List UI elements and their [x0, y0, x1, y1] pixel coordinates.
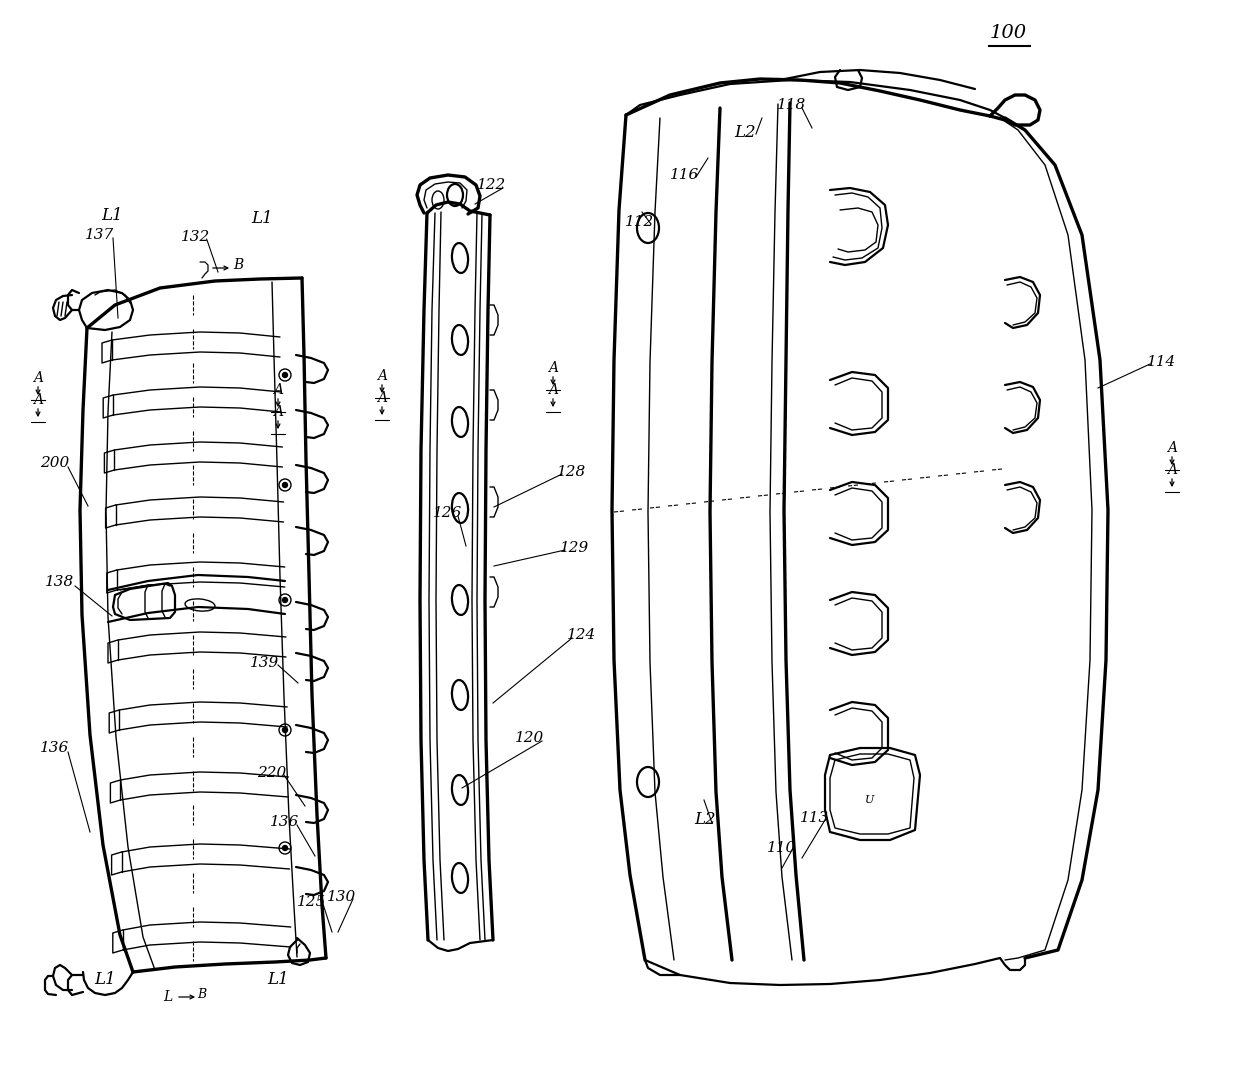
- Circle shape: [283, 372, 288, 378]
- Text: A: A: [33, 371, 43, 385]
- Text: L2: L2: [694, 811, 715, 828]
- Ellipse shape: [637, 213, 658, 243]
- Circle shape: [279, 594, 291, 606]
- Text: 200: 200: [41, 456, 69, 470]
- Ellipse shape: [451, 863, 467, 893]
- Text: B: B: [197, 988, 207, 1000]
- Text: B: B: [233, 258, 243, 272]
- Text: L1: L1: [102, 207, 123, 224]
- Text: A: A: [377, 391, 387, 406]
- Text: 136: 136: [41, 742, 69, 755]
- Text: 139: 139: [250, 656, 280, 670]
- Ellipse shape: [432, 192, 444, 209]
- Ellipse shape: [451, 775, 467, 805]
- Text: 126: 126: [433, 506, 463, 520]
- Text: 128: 128: [557, 465, 587, 479]
- Text: L1: L1: [94, 972, 115, 989]
- Text: A: A: [1167, 441, 1177, 455]
- Text: 113: 113: [800, 811, 830, 825]
- Ellipse shape: [451, 243, 467, 273]
- Text: L1: L1: [252, 210, 273, 227]
- Text: A: A: [377, 369, 387, 383]
- Ellipse shape: [451, 585, 467, 615]
- Text: 137: 137: [86, 228, 114, 242]
- Circle shape: [279, 842, 291, 854]
- Text: 136: 136: [270, 815, 300, 829]
- Circle shape: [279, 479, 291, 491]
- Text: A: A: [273, 383, 283, 397]
- Text: 220: 220: [258, 766, 286, 780]
- Text: A: A: [548, 361, 558, 374]
- Text: 130: 130: [327, 890, 357, 904]
- Text: 114: 114: [1147, 355, 1177, 369]
- Ellipse shape: [451, 407, 467, 437]
- Text: 132: 132: [181, 230, 211, 244]
- Ellipse shape: [451, 681, 467, 710]
- Ellipse shape: [185, 599, 215, 611]
- Text: 116: 116: [671, 168, 699, 182]
- Ellipse shape: [446, 184, 463, 207]
- Text: 112: 112: [625, 215, 655, 229]
- Circle shape: [283, 483, 288, 488]
- Text: L: L: [164, 990, 172, 1004]
- Text: A: A: [1167, 463, 1177, 477]
- Circle shape: [283, 845, 288, 851]
- Circle shape: [283, 728, 288, 733]
- Text: A: A: [273, 406, 283, 419]
- Text: 122: 122: [477, 178, 507, 192]
- Ellipse shape: [451, 493, 467, 523]
- Circle shape: [279, 724, 291, 736]
- Text: L1: L1: [267, 972, 289, 989]
- Text: 120: 120: [516, 731, 544, 745]
- Ellipse shape: [637, 767, 658, 797]
- Text: U: U: [866, 795, 874, 805]
- Text: A: A: [548, 383, 558, 397]
- Text: 129: 129: [560, 541, 590, 555]
- Text: 124: 124: [568, 628, 596, 642]
- Text: A: A: [33, 393, 43, 407]
- Text: L2: L2: [734, 123, 756, 140]
- Circle shape: [279, 369, 291, 381]
- Text: 100: 100: [990, 24, 1027, 42]
- Text: 118: 118: [777, 98, 807, 112]
- Text: 110: 110: [768, 841, 796, 855]
- Ellipse shape: [451, 325, 467, 355]
- Text: 125: 125: [298, 895, 326, 910]
- Text: 138: 138: [46, 575, 74, 588]
- Circle shape: [283, 597, 288, 602]
